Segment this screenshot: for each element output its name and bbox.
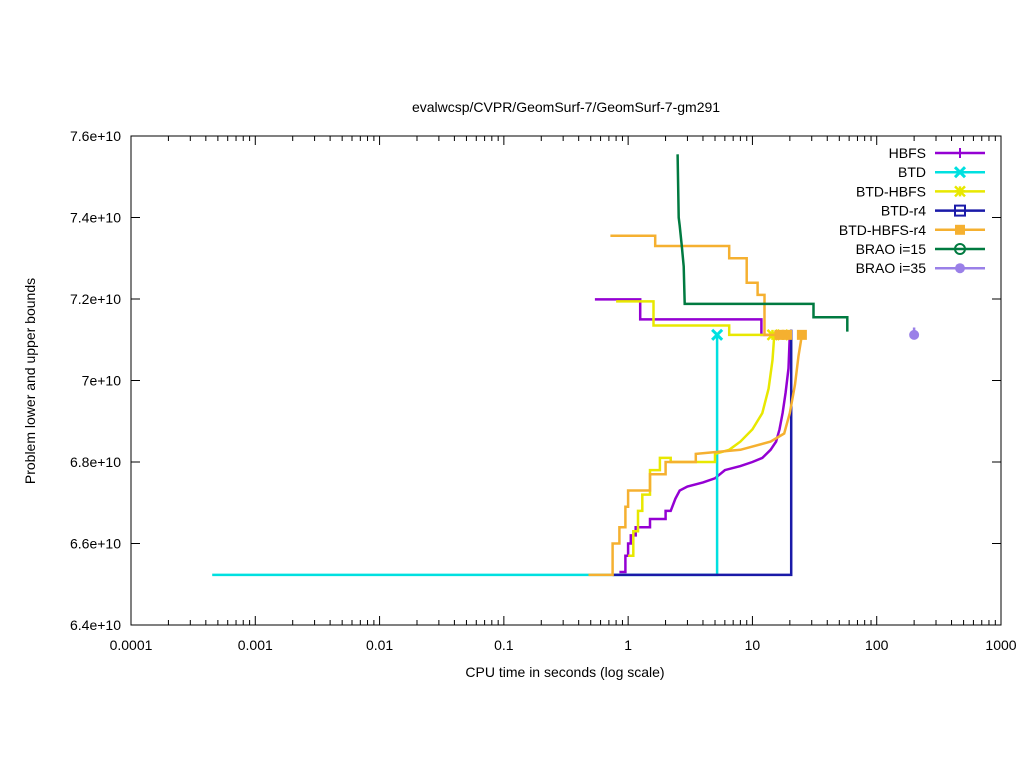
series-line-btd-hbfs-r4 — [588, 334, 804, 577]
series-point-btd-hbfs-r4 — [782, 329, 793, 340]
series-line-btd-hbfs — [628, 334, 776, 557]
x-tick-label: 100 — [865, 637, 889, 653]
legend-marker-brao-i-15 — [954, 243, 966, 255]
y-tick-label: 7.6e+10 — [70, 128, 121, 144]
legend-label-brao-i-15: BRAO i=15 — [856, 241, 927, 257]
y-tick-label: 6.8e+10 — [70, 454, 121, 470]
legend-marker-hbfs — [955, 148, 965, 158]
y-tick-label: 7.4e+10 — [70, 210, 121, 226]
plot-area: 0.0001 0.001 0.01 0.1 1 10 100 1000 6.4e+10 6.6e+… — [70, 128, 1017, 653]
legend-marker-btd-hbfs — [954, 185, 966, 198]
series-line-btd-hbfs-r4 — [610, 234, 780, 337]
series-point-btd — [711, 328, 724, 341]
legend-marker-btd-hbfs-r4 — [955, 224, 965, 235]
chart-title: evalwcsp/CVPR/GeomSurf-7/GeomSurf-7-gm29… — [412, 99, 720, 115]
legend-label-brao-i-35: BRAO i=35 — [856, 260, 927, 276]
series-point-brao-i-35 — [909, 329, 920, 340]
x-tick-label: 0.01 — [366, 637, 393, 653]
y-tick-label: 6.4e+10 — [70, 617, 121, 633]
x-tick-label: 0.1 — [494, 637, 514, 653]
y-tick-label: 7.2e+10 — [70, 291, 121, 307]
x-tick-label: 0.001 — [238, 637, 273, 653]
y-axis-label: Problem lower and upper bounds — [22, 278, 38, 484]
y-tick-label: 7e+10 — [82, 373, 122, 389]
legend-marker-brao-i-35 — [955, 263, 965, 274]
x-tick-label: 1 — [624, 637, 632, 653]
legend-marker-btd-r4 — [954, 204, 966, 217]
legend-marker-btd — [953, 166, 967, 179]
y-tick-label: 6.6e+10 — [70, 536, 121, 552]
series-line-hbfs — [619, 334, 792, 574]
series-point-btd-hbfs-r4 — [796, 329, 807, 340]
legend-label-btd-hbfs: BTD-HBFS — [856, 183, 926, 199]
legend-label-btd: BTD — [898, 164, 926, 180]
series-line-brao-i-15 — [676, 154, 849, 332]
x-tick-label: 0.0001 — [110, 637, 153, 653]
series-line-btd-hbfs — [616, 300, 773, 337]
legend-label-hbfs: HBFS — [889, 145, 926, 161]
series-point-btd-hbfs-r4 — [774, 329, 785, 340]
plot-frame — [130, 135, 1002, 626]
legend: HBFS BTD BTD-HBFS BTD-r4 BTD-HBFS-r4 BRAO i=1… — [839, 145, 985, 276]
x-tick-label: 1000 — [985, 637, 1016, 653]
x-tick-label: 10 — [745, 637, 761, 653]
x-axis-label: CPU time in seconds (log scale) — [465, 664, 664, 680]
legend-label-btd-r4: BTD-r4 — [881, 203, 926, 219]
legend-label-btd-hbfs-r4: BTD-HBFS-r4 — [839, 222, 926, 238]
